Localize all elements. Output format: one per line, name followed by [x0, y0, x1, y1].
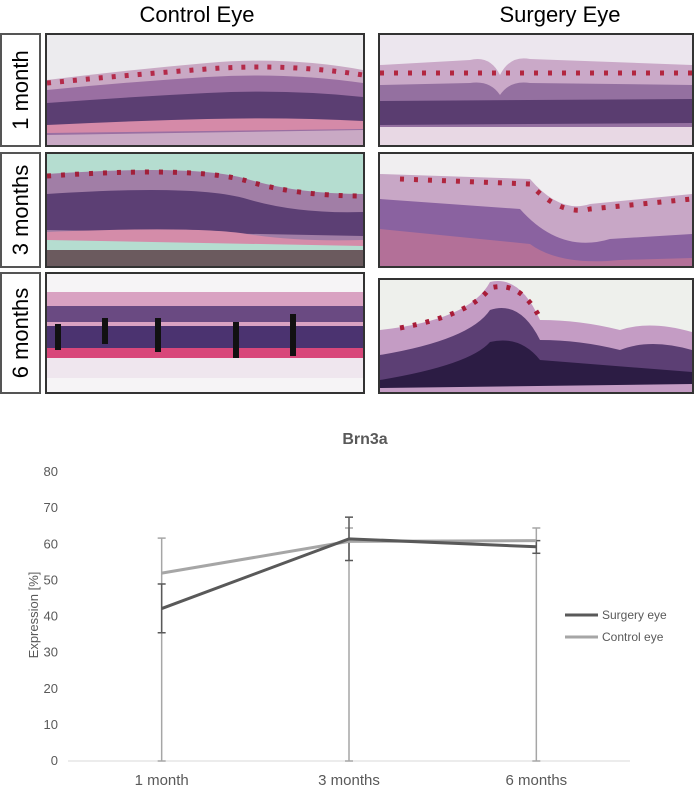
col-title-surgery: Surgery Eye: [499, 2, 621, 27]
row-label-1-month: 1 month: [0, 33, 41, 147]
histology-control-1-month: [45, 33, 365, 147]
histology-surgery-6-months: [378, 278, 694, 394]
y-axis-label: Expression [%]: [26, 572, 41, 659]
series-line-control-eye: [161, 539, 537, 575]
x-tick-label: 1 month: [135, 772, 189, 789]
y-tick-label: 60: [44, 536, 58, 551]
y-tick-label: 0: [51, 753, 58, 768]
series-line-surgery-eye: [161, 537, 537, 610]
legend-label: Control eye: [602, 630, 664, 644]
legend: Surgery eye Control eye: [565, 608, 667, 644]
y-tick-label: 40: [44, 609, 58, 624]
histology-surgery-3-months: [378, 152, 694, 268]
y-tick-label: 10: [44, 717, 58, 732]
x-tick-label: 3 months: [318, 772, 380, 789]
chart-title: Brn3a: [342, 431, 387, 448]
histology-surgery-1-month: [378, 33, 694, 147]
y-tick-label: 80: [44, 464, 58, 479]
y-tick-label: 70: [44, 500, 58, 515]
axis-ticks: 0 10 20 30 40 50 60 70 80 1 month 3 months 6 months: [44, 464, 568, 789]
y-tick-label: 50: [44, 572, 58, 587]
histology-control-6-months: [45, 272, 365, 394]
row-label-6-months: 6 months: [0, 272, 41, 394]
brn3a-line-chart: Brn3a Expression [%] 0 10 20 30 40 50 60 70 80 1 …: [26, 431, 667, 789]
histology-control-3-months: [45, 152, 365, 268]
series-layer: [157, 516, 541, 762]
legend-label: Surgery eye: [602, 608, 667, 622]
y-tick-label: 30: [44, 645, 58, 660]
row-label-3-months: 3 months: [0, 152, 41, 268]
col-title-control: Control Eye: [139, 2, 255, 27]
x-tick-label: 6 months: [505, 772, 567, 789]
y-tick-label: 20: [44, 681, 58, 696]
